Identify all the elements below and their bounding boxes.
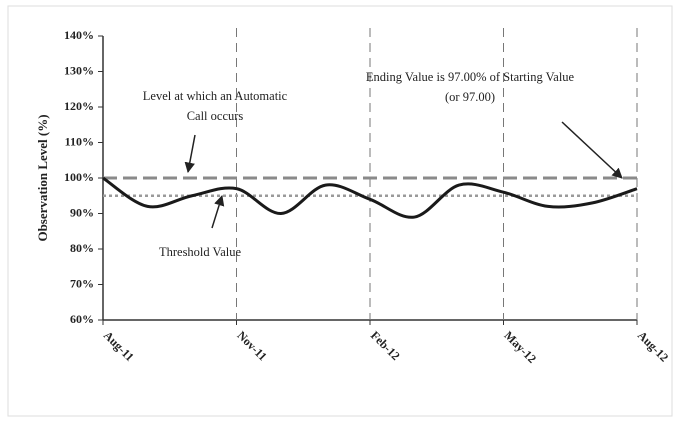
y-axis-label: Observation Level (%) bbox=[35, 114, 50, 241]
y-tick-label: 80% bbox=[70, 241, 94, 255]
x-tick-label: Aug-12 bbox=[635, 328, 671, 364]
y-tick-label: 100% bbox=[64, 170, 94, 184]
y-tick-label: 60% bbox=[70, 312, 94, 326]
y-tick-label: 90% bbox=[70, 205, 94, 219]
x-tick-label: Nov-11 bbox=[234, 328, 269, 363]
annotation: (or 97.00) bbox=[445, 90, 495, 104]
y-tick-label: 110% bbox=[65, 134, 94, 148]
x-tick-label: Aug-11 bbox=[101, 328, 137, 364]
annotation-arrow bbox=[561, 121, 623, 179]
series-line bbox=[102, 176, 638, 219]
annotation-arrow bbox=[184, 134, 196, 174]
frame bbox=[7, 5, 673, 417]
annotation: Threshold Value bbox=[159, 245, 241, 259]
y-tick-label: 140% bbox=[64, 28, 94, 42]
annotation: Level at which an Automatic bbox=[143, 89, 288, 103]
x-tick-label: May-12 bbox=[501, 328, 539, 366]
y-tick-label: 70% bbox=[70, 276, 94, 290]
annotation: Ending Value is 97.00% of Starting Value bbox=[366, 70, 575, 84]
annotation: Call occurs bbox=[187, 109, 244, 123]
annotation-arrow bbox=[211, 194, 225, 229]
y-tick-label: 120% bbox=[64, 99, 94, 113]
x-tick-label: Feb-12 bbox=[368, 328, 403, 363]
y-tick-label: 130% bbox=[64, 63, 94, 77]
